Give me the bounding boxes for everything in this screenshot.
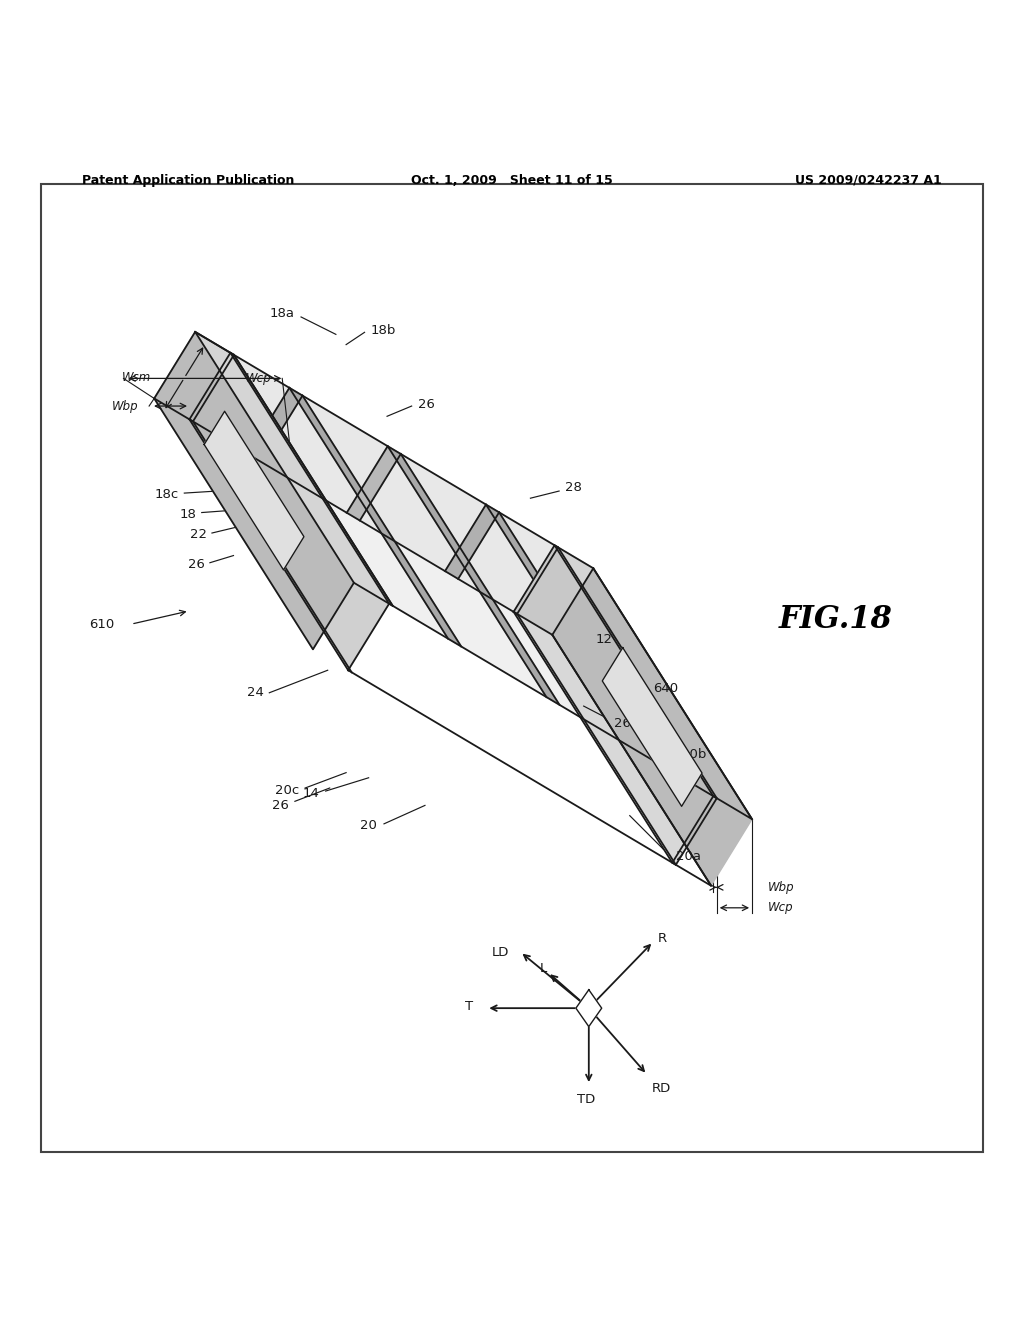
Text: Wsm: Wsm [122,371,152,384]
Polygon shape [517,548,717,865]
Polygon shape [189,352,558,614]
Text: 28: 28 [565,482,582,495]
Polygon shape [388,446,559,705]
Text: Wbp: Wbp [113,400,139,413]
Text: Wcp: Wcp [767,902,793,915]
Text: 610: 610 [89,618,115,631]
Polygon shape [552,569,752,886]
Text: Wbp: Wbp [767,880,794,894]
Text: T: T [465,999,473,1012]
Polygon shape [189,352,389,671]
Polygon shape [555,545,752,820]
Text: 26: 26 [614,717,631,730]
Text: 24: 24 [248,686,264,700]
Text: Wcp: Wcp [247,372,272,385]
Polygon shape [204,412,304,570]
Polygon shape [602,648,702,807]
Text: 20b: 20b [681,747,707,760]
Text: RD: RD [651,1082,671,1094]
Polygon shape [155,331,233,421]
Polygon shape [196,331,392,606]
Polygon shape [155,331,354,649]
Text: 640: 640 [653,682,679,696]
Text: TD: TD [577,1093,595,1106]
Text: US 2009/0242237 A1: US 2009/0242237 A1 [796,174,942,186]
Text: 20: 20 [360,820,377,833]
Text: L: L [540,962,547,975]
Text: FIG.18: FIG.18 [778,603,892,635]
Text: LD: LD [492,946,509,960]
Text: 22: 22 [189,528,207,541]
Text: 18c: 18c [155,487,179,500]
Text: 18: 18 [180,508,197,521]
Text: 18a: 18a [270,308,295,321]
Polygon shape [249,388,302,462]
Text: 20c: 20c [274,784,299,796]
Text: 20a: 20a [676,850,700,863]
Polygon shape [230,352,717,799]
Text: Patent Application Publication: Patent Application Publication [82,174,294,186]
Text: 26: 26 [272,799,289,812]
Polygon shape [575,990,602,1027]
Text: 12: 12 [596,634,613,645]
Polygon shape [486,504,657,763]
Text: 14: 14 [303,787,319,800]
Text: R: R [657,932,667,945]
Polygon shape [514,545,593,635]
Polygon shape [290,388,461,647]
Text: Oct. 1, 2009   Sheet 11 of 15: Oct. 1, 2009 Sheet 11 of 15 [411,174,613,186]
Text: 26: 26 [188,558,205,572]
Text: 26: 26 [418,397,434,411]
Polygon shape [445,504,499,579]
Polygon shape [347,446,400,520]
Text: 18b: 18b [371,323,396,337]
